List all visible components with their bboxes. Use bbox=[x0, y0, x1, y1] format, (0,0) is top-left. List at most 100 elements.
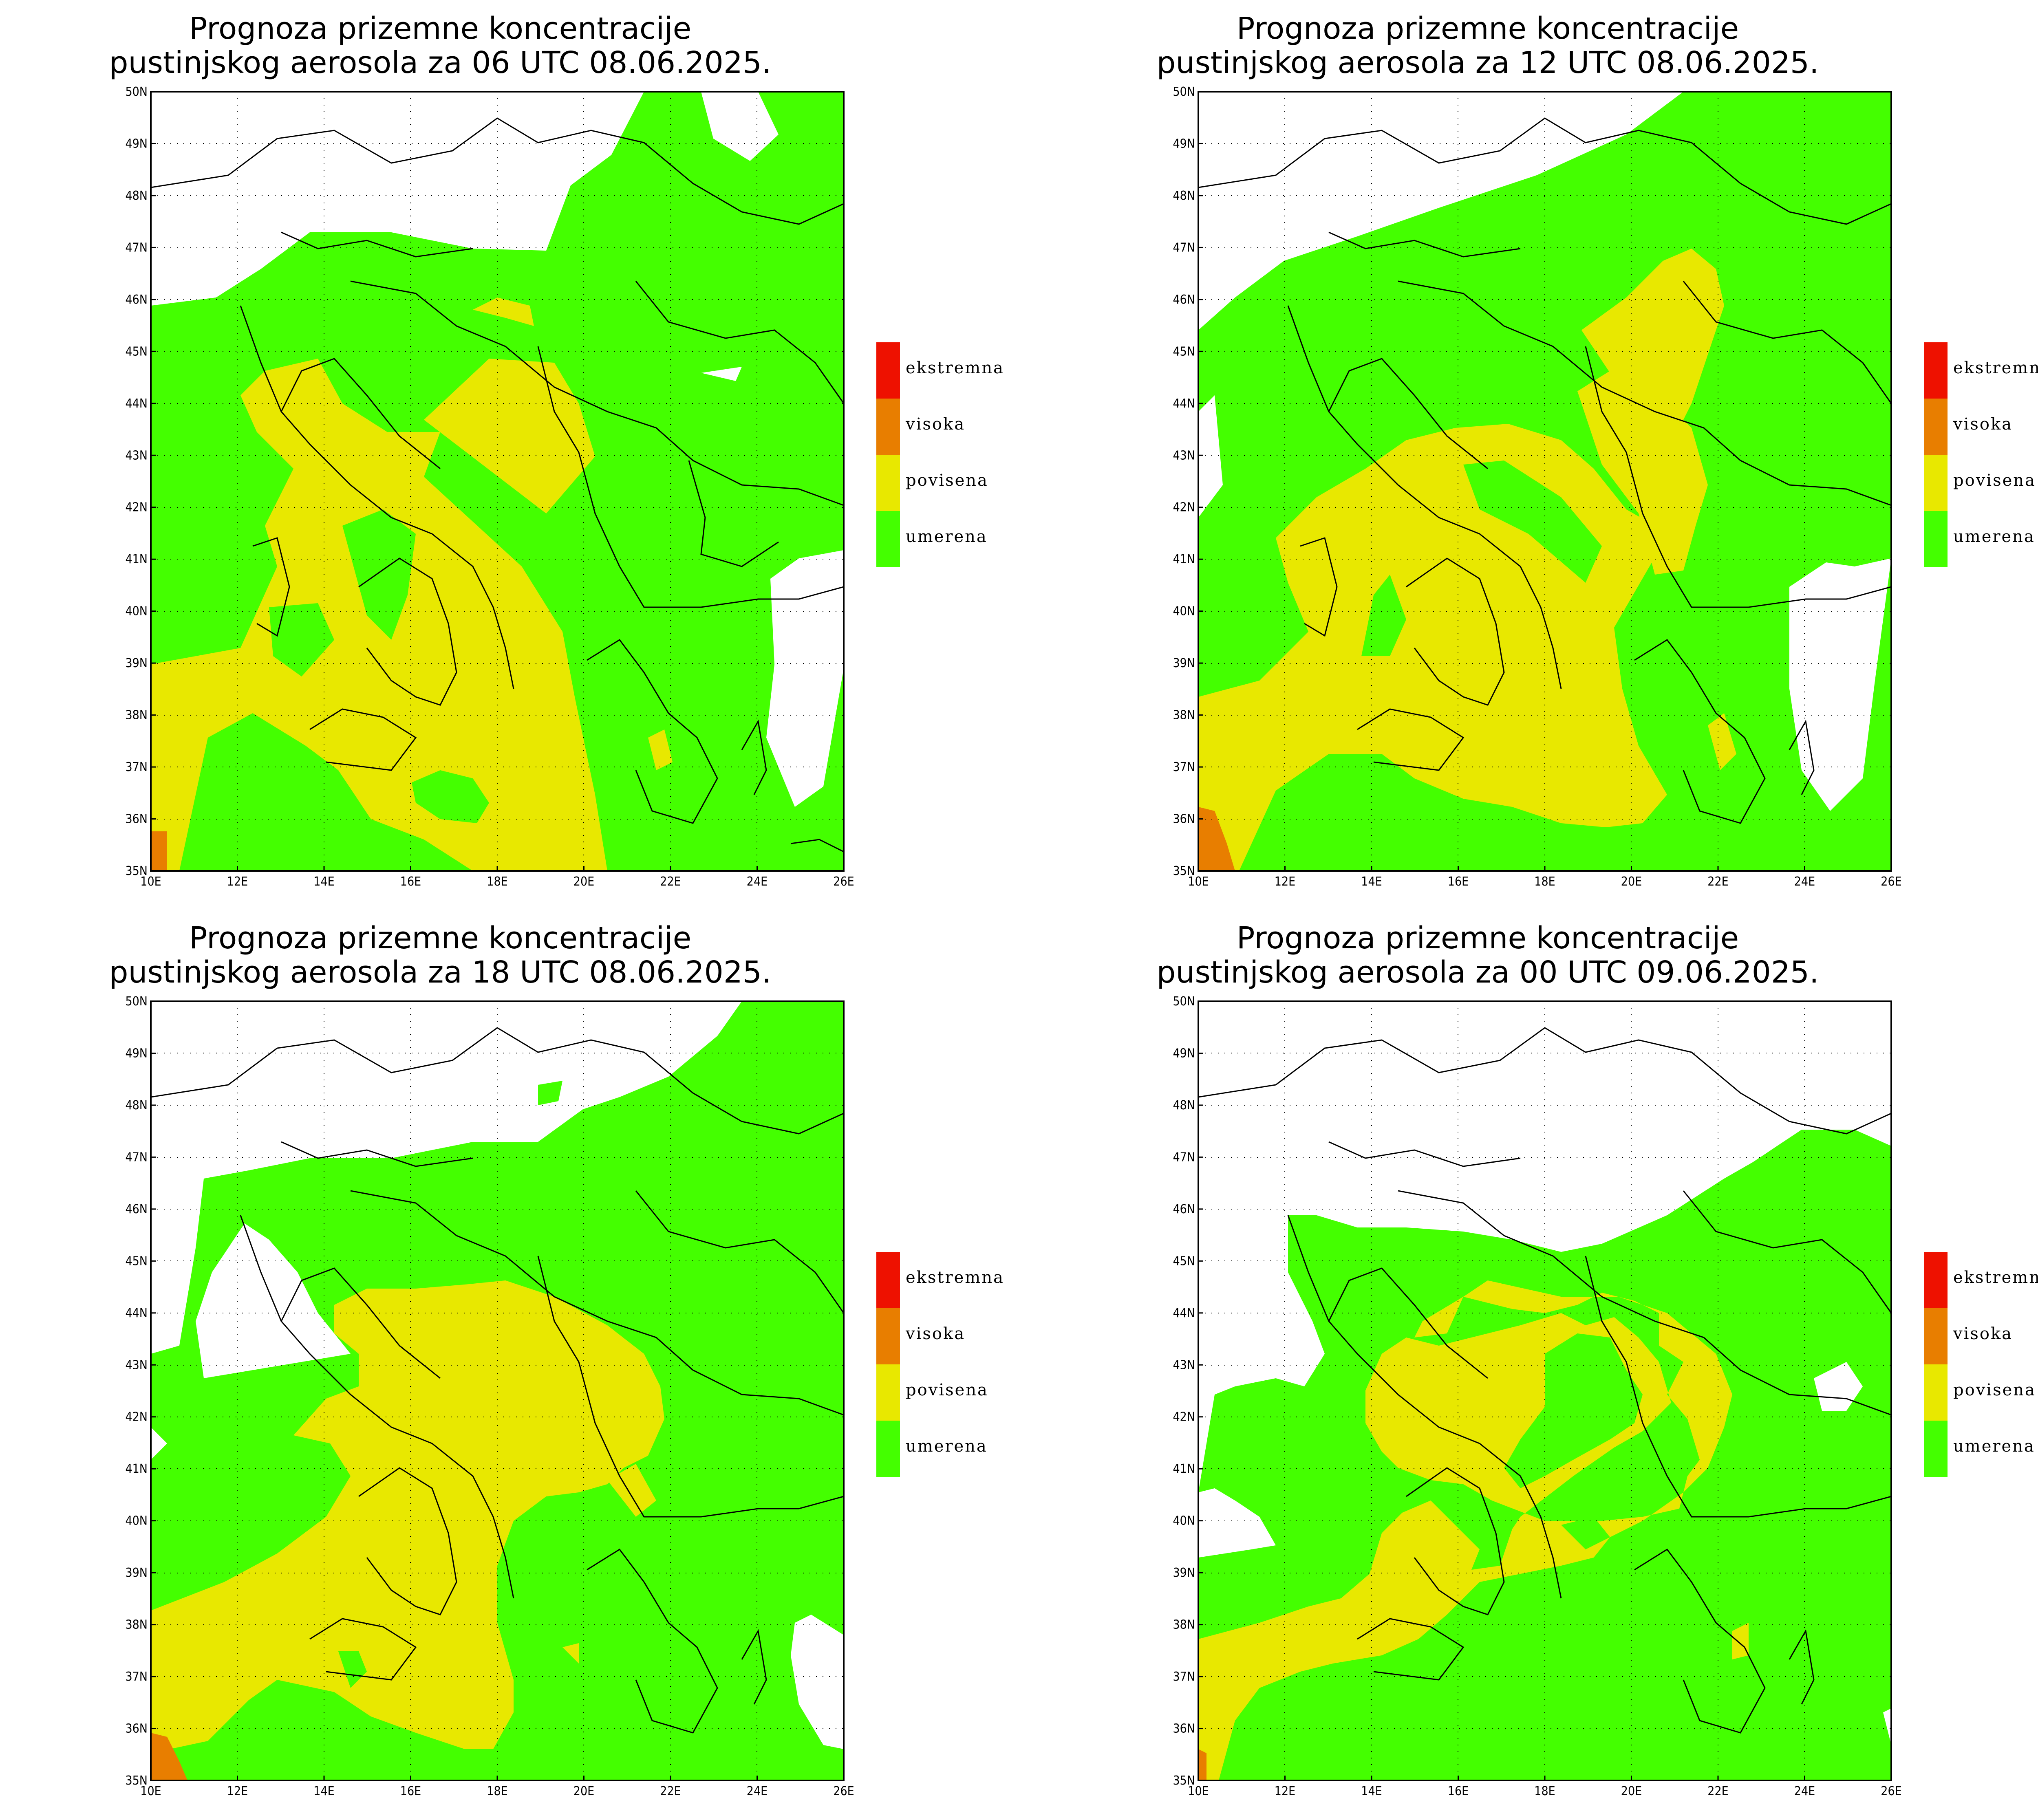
lat-tick-label: 49N bbox=[125, 137, 148, 151]
border-line bbox=[1398, 1190, 1892, 1416]
lat-tick-label: 49N bbox=[125, 1046, 148, 1060]
forecast-map: 50N 49N 48N 47N 46N 45N 44N 43N 42N 41N 40N 39N 38N 3… bbox=[125, 994, 854, 1798]
visoka-area bbox=[1198, 807, 1235, 871]
lon-tick-label: 20E bbox=[1621, 1784, 1642, 1798]
lat-tick-label: 40N bbox=[125, 604, 148, 619]
title-line-2: pustinjskog aerosola za 00 UTC 09.06.202… bbox=[1156, 955, 1819, 990]
lon-tick-label: 16E bbox=[1448, 875, 1469, 888]
lat-tick-label: 39N bbox=[1173, 1566, 1195, 1580]
forecast-map: 50N 49N 48N 47N 46N 45N 44N 43N 42N 41N 40N 39N 38N 3… bbox=[1173, 85, 1901, 888]
lat-tick-label: 43N bbox=[125, 448, 148, 463]
legend-swatch-visoka bbox=[876, 1308, 900, 1364]
povisena-area bbox=[151, 1655, 159, 1704]
lat-tick-label: 50N bbox=[125, 85, 148, 99]
border-line bbox=[1198, 117, 1892, 225]
lat-tick-label: 48N bbox=[1173, 1098, 1195, 1113]
lat-tick-label: 35N bbox=[1173, 1774, 1195, 1788]
legend-swatch-visoka bbox=[1924, 1308, 1948, 1364]
umerena-area bbox=[338, 1651, 367, 1688]
coastline bbox=[587, 1548, 718, 1734]
coastline bbox=[1328, 358, 1488, 469]
lat-tick-label: 37N bbox=[1173, 760, 1195, 774]
coastline bbox=[280, 358, 441, 469]
no-dust-area bbox=[151, 92, 644, 306]
legend-swatch-ekstremna bbox=[876, 342, 900, 399]
lat-tick-label: 46N bbox=[125, 293, 148, 307]
lat-tick-label: 42N bbox=[125, 500, 148, 515]
no-dust-area bbox=[1789, 558, 1891, 811]
lon-tick-label: 22E bbox=[660, 875, 681, 888]
lat-tick-label: 50N bbox=[125, 994, 148, 1009]
lon-tick-label: 26E bbox=[833, 875, 854, 888]
lat-tick-label: 44N bbox=[1173, 1306, 1195, 1320]
lon-tick-label: 24E bbox=[747, 875, 768, 888]
lat-tick-label: 47N bbox=[125, 240, 148, 255]
lat-tick-label: 38N bbox=[125, 708, 148, 723]
coastline bbox=[587, 639, 718, 824]
povisena-area bbox=[473, 297, 534, 326]
lat-tick-label: 44N bbox=[125, 1306, 148, 1320]
visoka-area bbox=[151, 1733, 187, 1780]
lat-tick-label: 39N bbox=[1173, 656, 1195, 670]
povisena-area bbox=[424, 359, 595, 513]
legend-swatch-povisena bbox=[1924, 455, 1948, 511]
lat-tick-label: 48N bbox=[125, 1098, 148, 1113]
lat-tick-label: 43N bbox=[125, 1358, 148, 1372]
coastline bbox=[1328, 1267, 1488, 1379]
coastline bbox=[1287, 305, 1562, 689]
coastline bbox=[358, 1467, 457, 1615]
lon-tick-label: 12E bbox=[1275, 875, 1295, 888]
panel-title: Prognoza prizemne koncentracije pustinjs… bbox=[1101, 921, 1875, 989]
lat-tick-label: 35N bbox=[1173, 864, 1195, 878]
umerena-area bbox=[1361, 575, 1406, 656]
lat-tick-label: 37N bbox=[1173, 1670, 1195, 1684]
lon-tick-label: 16E bbox=[400, 1784, 421, 1798]
legend-label: ekstremna bbox=[906, 359, 1004, 377]
lat-tick-label: 35N bbox=[125, 864, 148, 878]
lon-tick-label: 22E bbox=[1707, 875, 1728, 888]
title-line-1: Prognoza prizemne koncentracije bbox=[1236, 921, 1739, 956]
lat-tick-label: 40N bbox=[1173, 604, 1195, 619]
lat-tick-label: 45N bbox=[125, 344, 148, 359]
no-dust-area bbox=[151, 1427, 167, 1460]
lat-tick-label: 45N bbox=[1173, 344, 1195, 359]
legend-label: ekstremna bbox=[1953, 359, 2038, 377]
legend-label: visoka bbox=[1953, 415, 2013, 434]
lat-tick-label: 36N bbox=[125, 1722, 148, 1736]
legend-swatch-povisena bbox=[1924, 1364, 1948, 1421]
legend-label: visoka bbox=[906, 1324, 966, 1343]
lon-tick-label: 12E bbox=[227, 1784, 248, 1798]
border-line bbox=[350, 1190, 844, 1416]
border-line bbox=[1398, 280, 1892, 506]
coastline bbox=[1406, 1467, 1505, 1615]
legend-swatch-umerena bbox=[876, 1421, 900, 1477]
legend-swatch-umerena bbox=[1924, 1421, 1948, 1477]
legend-label: ekstremna bbox=[906, 1268, 1004, 1287]
title-line-1: Prognoza prizemne koncentracije bbox=[1236, 11, 1739, 46]
lat-tick-label: 44N bbox=[1173, 397, 1195, 411]
panel-title: Prognoza prizemne koncentracije pustinjs… bbox=[1101, 11, 1875, 80]
lon-tick-label: 24E bbox=[1794, 1784, 1815, 1798]
no-dust-area bbox=[1198, 1001, 1891, 1492]
lat-tick-label: 41N bbox=[1173, 1462, 1195, 1476]
umerena-area bbox=[342, 509, 416, 640]
coastline bbox=[309, 1618, 417, 1681]
title-line-2: pustinjskog aerosola za 12 UTC 08.06.202… bbox=[1156, 45, 1819, 80]
povisena-area bbox=[648, 729, 673, 770]
legend-swatch-ekstremna bbox=[1924, 1252, 1948, 1308]
coastline bbox=[1357, 1618, 1465, 1681]
border-line bbox=[150, 117, 844, 225]
lat-tick-label: 38N bbox=[1173, 1618, 1195, 1632]
lat-tick-label: 40N bbox=[125, 1514, 148, 1528]
coastline bbox=[240, 1215, 514, 1599]
no-dust-area bbox=[1198, 1488, 1276, 1558]
coastline bbox=[1357, 708, 1465, 771]
legend-label: ekstremna bbox=[1953, 1268, 2038, 1287]
lat-tick-label: 37N bbox=[125, 1670, 148, 1684]
lat-tick-label: 47N bbox=[1173, 1150, 1195, 1164]
lon-tick-label: 18E bbox=[487, 1784, 507, 1798]
no-dust-area bbox=[791, 1615, 844, 1749]
lon-tick-label: 20E bbox=[573, 875, 594, 888]
border-line bbox=[1683, 1190, 1892, 1313]
lat-tick-label: 47N bbox=[1173, 240, 1195, 255]
